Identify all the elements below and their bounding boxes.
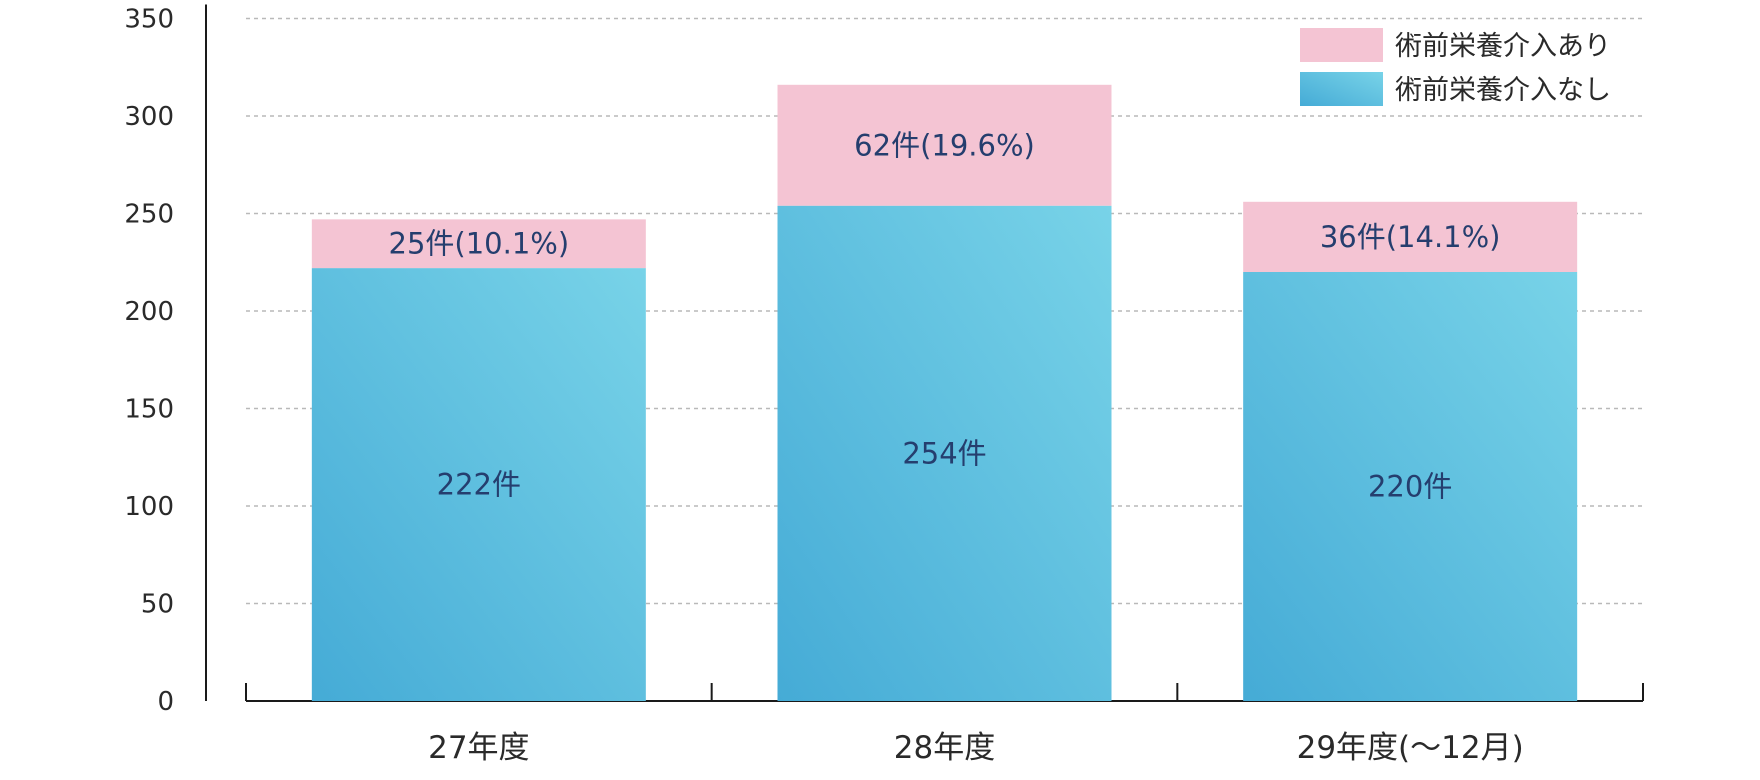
y-tick-label: 300	[124, 102, 174, 132]
bar-segment-no-intervention	[777, 205, 1112, 701]
bar-segment-no-intervention	[311, 268, 646, 701]
data-label: 25件(10.1%)	[389, 227, 570, 261]
x-tick-label: 28年度	[894, 730, 995, 766]
legend-label: 術前栄養介入なし	[1395, 75, 1611, 106]
bar-segment-intervention	[1243, 201, 1578, 272]
y-tick-label: 0	[157, 687, 174, 717]
data-label: 62件(19.6%)	[854, 128, 1035, 162]
bar-segment-intervention	[777, 84, 1112, 206]
y-tick-label: 150	[124, 395, 174, 425]
bar-segment-intervention	[311, 219, 646, 269]
y-tick-label: 100	[124, 492, 174, 522]
legend-swatch	[1300, 72, 1383, 106]
x-tick-labels: 27年度 28年度 29年度(〜12月)	[428, 730, 1524, 766]
x-tick-label: 27年度	[428, 730, 529, 766]
bars	[311, 84, 1578, 701]
data-labels: 222件 25件(10.1%) 254件 62件(19.6%) 220件 36件(14.1…	[389, 128, 1501, 503]
y-tick-label: 50	[141, 590, 174, 620]
y-tick-labels: 0 50 100 150 200 250 300 350	[124, 5, 174, 718]
x-tick-label: 29年度(〜12月)	[1297, 730, 1524, 766]
data-label: 222件	[437, 468, 521, 502]
bar-segment-no-intervention	[1243, 272, 1578, 701]
data-label: 220件	[1368, 470, 1452, 504]
legend-label: 術前栄養介入あり	[1395, 31, 1611, 62]
y-tick-label: 250	[124, 200, 174, 230]
y-tick-label: 350	[124, 5, 174, 35]
y-tick-label: 200	[124, 297, 174, 327]
data-label: 254件	[902, 436, 986, 470]
data-label: 36件(14.1%)	[1320, 220, 1501, 254]
legend-swatch	[1300, 28, 1383, 62]
